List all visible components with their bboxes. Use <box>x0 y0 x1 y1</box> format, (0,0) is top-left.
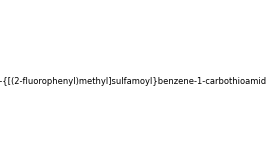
Text: 2-{[(2-fluorophenyl)methyl]sulfamoyl}benzene-1-carbothioamide: 2-{[(2-fluorophenyl)methyl]sulfamoyl}ben… <box>0 77 266 86</box>
